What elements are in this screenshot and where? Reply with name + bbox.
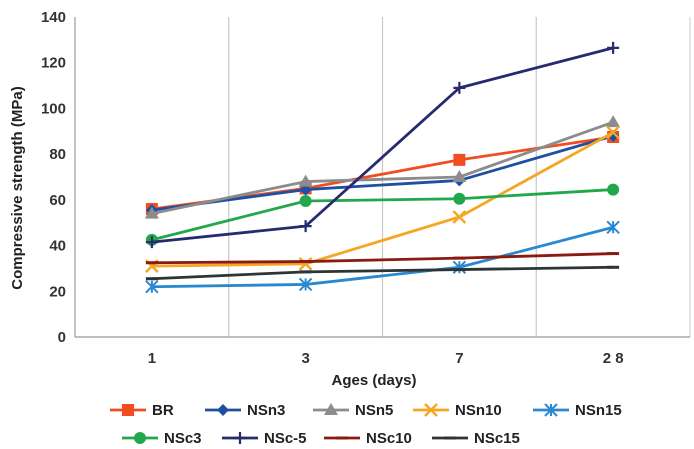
data-point xyxy=(122,404,134,416)
data-point xyxy=(606,115,621,128)
legend-label: NSc15 xyxy=(474,430,520,447)
data-point xyxy=(544,403,558,417)
legend-label: BR xyxy=(152,402,174,419)
data-point xyxy=(453,192,466,205)
data-point xyxy=(145,280,159,294)
data-point xyxy=(607,41,620,54)
data-point xyxy=(453,81,466,94)
legend-label: NSn5 xyxy=(355,402,393,419)
data-point xyxy=(217,404,229,416)
y-axis-title: Compressive strength (MPa) xyxy=(9,86,26,289)
series-nsc-5 xyxy=(145,41,620,249)
series-nsc10 xyxy=(145,252,620,265)
data-point xyxy=(299,195,312,207)
series-line xyxy=(151,120,614,215)
series-line xyxy=(151,252,614,265)
legend-item: NSn10 xyxy=(413,402,502,419)
series-line xyxy=(151,265,614,281)
series-line xyxy=(151,131,614,268)
y-tick-labels: 0 20 40 60 80 100 120 140 xyxy=(41,9,66,346)
data-point xyxy=(452,260,467,274)
grid-lines xyxy=(228,17,691,337)
legend-item: NSc3 xyxy=(122,430,202,447)
data-point xyxy=(607,183,620,196)
legend-item: NSn5 xyxy=(313,402,393,419)
data-point xyxy=(234,432,246,444)
x-tick-label: 1 xyxy=(148,350,156,367)
legend: BR NSn3 NSn5 NSn10 NSn15 NSc3 NSc-5 NSc10 NSc15 xyxy=(110,402,622,447)
series-lines xyxy=(144,41,621,294)
legend-label: NSn15 xyxy=(575,402,622,419)
series-line xyxy=(151,46,614,244)
series-nsn10 xyxy=(145,125,620,273)
data-point xyxy=(324,403,338,415)
y-tick-label: 60 xyxy=(49,192,66,209)
data-point xyxy=(134,432,146,444)
data-point xyxy=(424,403,438,417)
series-line xyxy=(151,225,614,289)
data-point xyxy=(144,206,159,219)
data-point xyxy=(298,174,313,187)
legend-item: NSc-5 xyxy=(222,430,307,447)
legend-item: NSn3 xyxy=(205,402,285,419)
data-point xyxy=(452,210,467,224)
legend-label: NSc3 xyxy=(164,430,202,447)
y-tick-label: 40 xyxy=(49,238,66,255)
legend-label: NSc-5 xyxy=(264,430,307,447)
x-axis-title: Ages (days) xyxy=(331,372,416,389)
series-nsn5 xyxy=(144,115,621,219)
y-tick-label: 0 xyxy=(58,329,66,346)
x-tick-label: 7 xyxy=(455,350,463,367)
y-tick-label: 20 xyxy=(49,283,66,300)
x-tick-label: 3 xyxy=(301,350,309,367)
x-tick-labels: 1 3 7 2 8 xyxy=(148,350,624,367)
axes xyxy=(74,17,690,338)
data-point xyxy=(298,257,313,271)
y-tick-label: 120 xyxy=(41,55,66,72)
legend-item: BR xyxy=(110,402,174,419)
y-tick-label: 100 xyxy=(41,100,66,117)
legend-label: NSn3 xyxy=(247,402,285,419)
series-nsn15 xyxy=(145,220,620,294)
legend-item: NSn15 xyxy=(533,402,622,419)
y-tick-label: 80 xyxy=(49,146,66,163)
x-tick-label: 2 8 xyxy=(603,350,624,367)
series-line xyxy=(151,134,614,212)
series-nsc15 xyxy=(145,265,620,281)
legend-label: NSn10 xyxy=(455,402,502,419)
data-point xyxy=(145,236,158,249)
data-point xyxy=(453,153,466,166)
y-tick-label: 140 xyxy=(41,9,66,26)
data-point xyxy=(606,220,620,234)
data-point xyxy=(452,170,467,182)
data-point xyxy=(298,277,313,292)
legend-item: NSc15 xyxy=(432,430,520,447)
series-line xyxy=(151,188,614,242)
legend-label: NSc10 xyxy=(366,430,412,447)
data-point xyxy=(606,125,620,140)
data-point xyxy=(299,220,312,233)
legend-item: NSc10 xyxy=(324,430,412,447)
